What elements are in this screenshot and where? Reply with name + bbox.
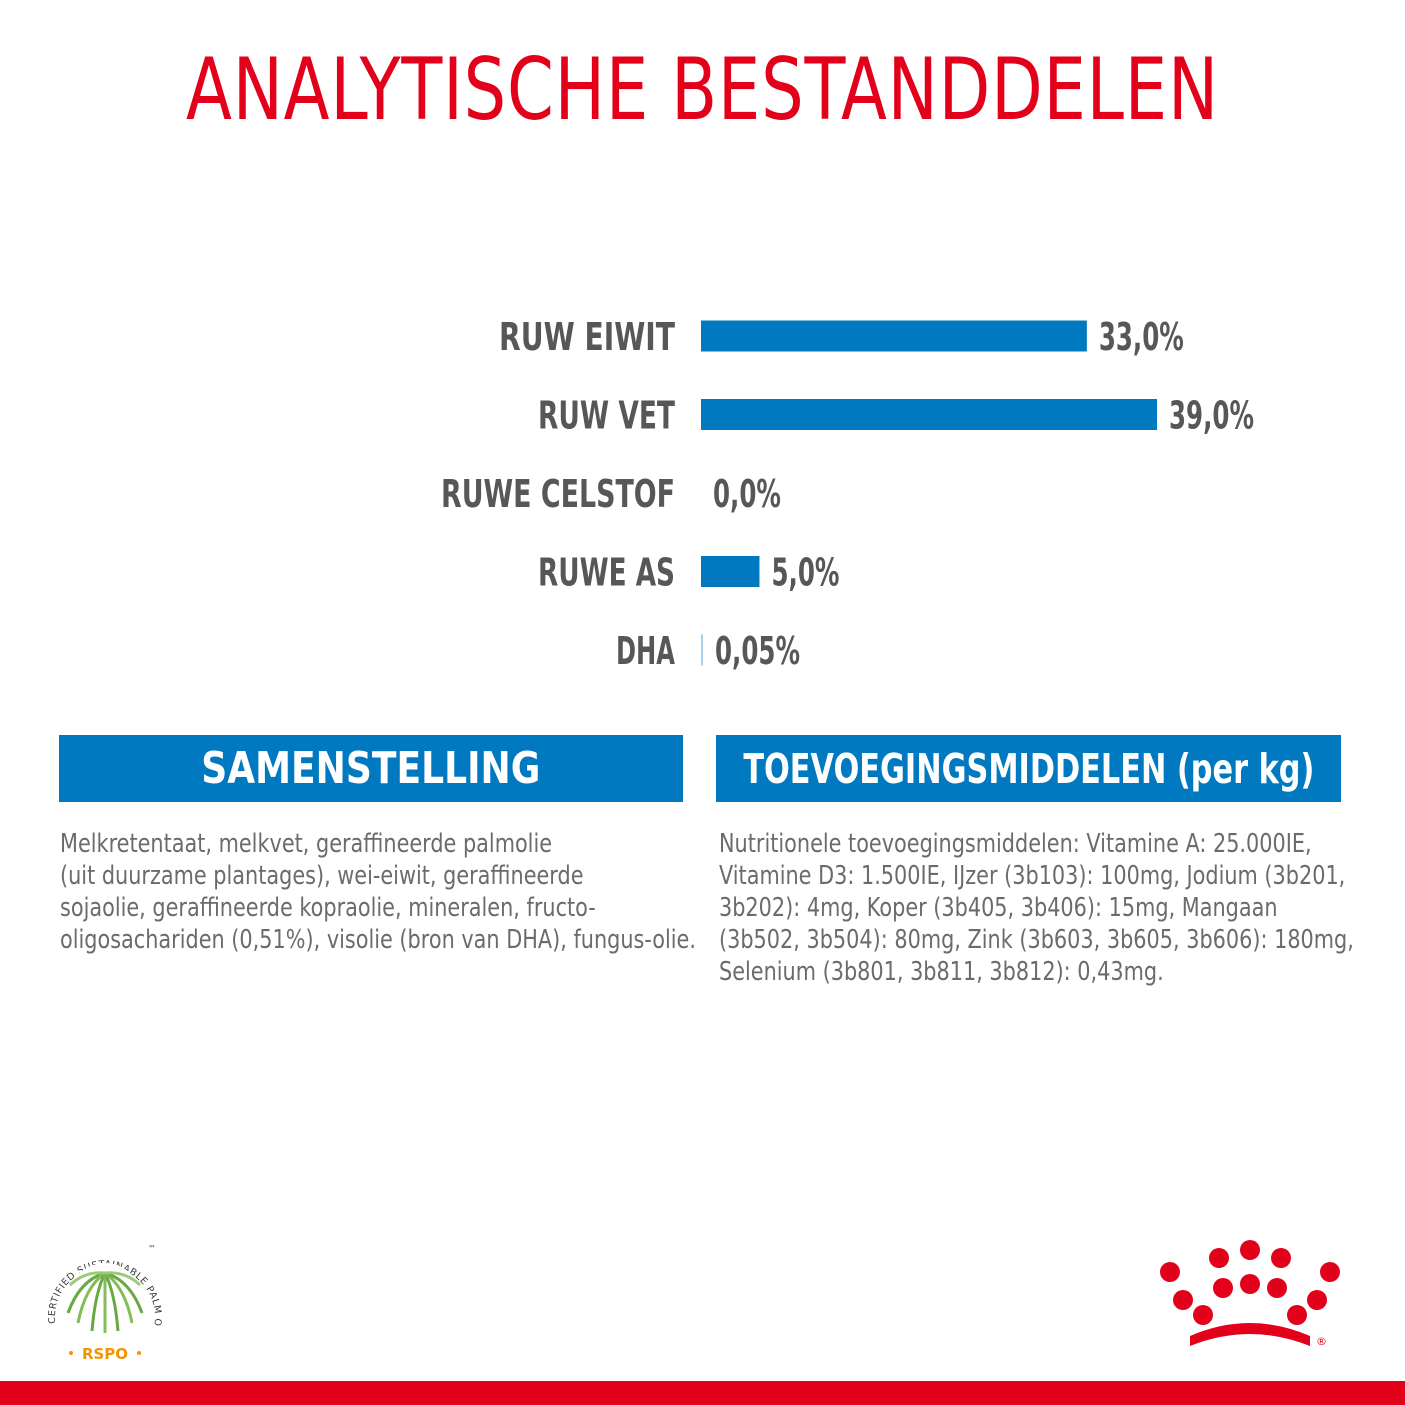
additives-line: 3b202): 4mg, Koper (3b405, 3b406): 15mg,… [719, 893, 1278, 923]
bar-value-label: 0,0% [713, 472, 781, 516]
registered-mark: ® [1316, 1335, 1327, 1348]
additives-line: (3b502, 3b504): 80mg, Zink (3b603, 3b605… [719, 925, 1354, 955]
composition-line: sojaolie, geraffineerde kopraolie, miner… [60, 893, 596, 923]
rspo-name: RSPO [82, 1345, 128, 1363]
bar [701, 556, 760, 587]
page-title: ANALYTISCHE BESTANDDELEN [186, 40, 1219, 140]
bar-label: RUWE AS [538, 551, 675, 595]
additives-line: Nutritionele toevoegingsmiddelen: Vitami… [719, 829, 1312, 859]
rspo-logo: CERTIFIED SUSTAINABLE PALM OIL ™ RSPO [40, 1235, 163, 1363]
bar-label: RUW VET [538, 394, 675, 438]
royal-canin-crown-icon: ® [1160, 1240, 1340, 1348]
bar [701, 320, 1087, 352]
additives-heading-text: TOEVOEGINGSMIDDELEN (per kg) [742, 744, 1315, 793]
nutrient-bar-chart: RUW EIWIT 33,0% RUW VET 39,0% RUWE CELSTOF 0,… [441, 315, 1254, 673]
bar-value-label: 39,0% [1169, 394, 1254, 438]
composition-heading-text: SAMENSTELLING [201, 743, 541, 794]
bar [701, 634, 703, 666]
composition-heading: SAMENSTELLING [59, 735, 683, 802]
bar-label: RUW EIWIT [499, 315, 675, 359]
bottom-red-bar [0, 1381, 1405, 1405]
composition-line: Melkretentaat, melkvet, geraffineerde pa… [60, 829, 553, 859]
additives-text: Nutritionele toevoegingsmiddelen: Vitami… [719, 828, 1405, 988]
additives-line: Selenium (3b801, 3b811, 3b812): 0,43mg. [719, 957, 1164, 987]
rspo-trademark: ™ [148, 1244, 156, 1253]
bar-label: RUWE CELSTOF [441, 472, 675, 516]
bar-value-label: 5,0% [771, 551, 839, 595]
additives-heading: TOEVOEGINGSMIDDELEN (per kg) [716, 735, 1341, 802]
bar-value-label: 0,05% [715, 629, 800, 673]
palm-tree-icon [66, 1263, 144, 1337]
composition-text: Melkretentaat, melkvet, geraffineerde pa… [60, 828, 855, 956]
bar-label: DHA [616, 629, 675, 673]
composition-line: (uit duurzame plantages), wei-eiwit, ger… [60, 861, 584, 891]
bar [701, 399, 1157, 430]
bar-value-label: 33,0% [1099, 315, 1184, 359]
additives-line: Vitamine D3: 1.500IE, IJzer (3b103): 100… [719, 861, 1346, 891]
composition-line: oligosachariden (0,51%), visolie (bron v… [60, 925, 696, 955]
